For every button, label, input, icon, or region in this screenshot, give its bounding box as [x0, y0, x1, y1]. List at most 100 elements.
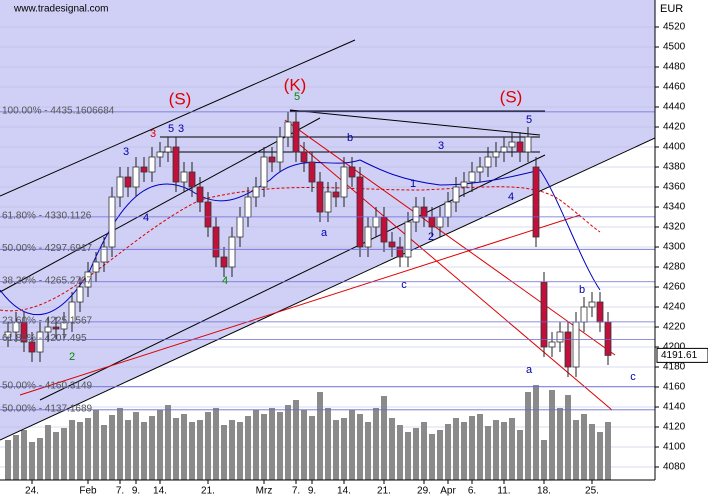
channel-line — [0, 137, 655, 441]
y-tick-label: 4340 — [663, 202, 686, 213]
candle-body — [84, 271, 92, 288]
last-price-box — [656, 347, 708, 363]
candle-body — [44, 326, 52, 333]
y-tick-label: 4080 — [663, 462, 686, 473]
volume-bar — [365, 422, 371, 480]
wave-label: b — [347, 132, 353, 144]
candle-body — [388, 241, 396, 248]
volume-bar — [269, 408, 275, 480]
wave-label: 5 — [526, 114, 532, 126]
y-tick-label: 4200 — [663, 342, 686, 353]
wave-label: 2 — [428, 231, 434, 243]
volume-bar — [541, 440, 547, 480]
volume-bar — [605, 422, 611, 480]
volume-layer — [5, 385, 611, 480]
x-tick-label: 14. — [153, 486, 167, 497]
volume-bar — [357, 414, 363, 480]
volume-bar — [165, 405, 171, 480]
volume-bar — [317, 392, 323, 480]
trend-line — [284, 119, 616, 356]
y-tick-label: 4240 — [663, 302, 686, 313]
volume-bar — [141, 422, 147, 480]
x-tick-label: 14. — [337, 486, 351, 497]
volume-bar — [381, 396, 387, 480]
volume-bar — [413, 428, 419, 480]
candle-body — [332, 191, 340, 198]
volume-bar — [349, 410, 355, 480]
volume-bar — [245, 416, 251, 480]
volume-bar — [29, 442, 35, 480]
candle-body — [324, 191, 332, 213]
candle-body — [244, 196, 252, 218]
volume-bar — [573, 420, 579, 480]
y-tick-label: 4480 — [663, 62, 686, 73]
x-tick-label: 9. — [308, 486, 316, 497]
trend-line — [289, 109, 541, 136]
candle-body — [116, 176, 124, 198]
wave-label: 1 — [410, 178, 416, 190]
y-tick-label: 4420 — [663, 122, 686, 133]
volume-bar — [205, 412, 211, 480]
axis-panel — [655, 0, 708, 500]
x-tick-label: 21. — [201, 486, 215, 497]
candle-body — [132, 166, 140, 188]
wave-label: a — [526, 364, 533, 376]
fib-label: 50.00% - 4160.3149 — [2, 380, 93, 391]
fib-label: 38.20% - 4265.2707 — [2, 275, 93, 286]
volume-bar — [149, 416, 155, 480]
candle-body — [412, 206, 420, 223]
candle-body — [252, 186, 260, 198]
volume-bar — [477, 414, 483, 480]
y-tick-label: 4140 — [663, 402, 686, 413]
candle-body — [468, 171, 476, 183]
volume-bar — [53, 432, 59, 480]
candle-body — [188, 171, 196, 188]
candle-body — [124, 176, 132, 188]
y-tick-label: 4520 — [663, 22, 686, 33]
wave-label: 2 — [69, 351, 75, 363]
volume-bar — [517, 430, 523, 480]
candle-body — [4, 331, 12, 338]
y-tick-label: 4160 — [663, 382, 686, 393]
candle-body — [580, 306, 588, 323]
wave-label: 4 — [222, 275, 228, 287]
fib-label: 61.80% - 4207.495 — [2, 333, 87, 344]
candle-body — [164, 146, 172, 153]
volume-bar — [429, 434, 435, 480]
candle-body — [140, 166, 148, 173]
y-tick-label: 4120 — [663, 422, 686, 433]
volume-bar — [501, 422, 507, 480]
y-tick-label: 4300 — [663, 242, 686, 253]
candle-body — [596, 301, 604, 323]
wave-label: 5 — [294, 91, 300, 103]
candle-body — [36, 331, 44, 353]
channel-line — [39, 154, 546, 401]
candle-body — [444, 201, 452, 218]
candle-body — [284, 121, 292, 138]
volume-bar — [325, 408, 331, 480]
volume-bar — [37, 438, 43, 480]
candle-body — [508, 141, 516, 148]
fib-label: 50.00% - 4297.6917 — [2, 243, 93, 254]
wave-label: a — [321, 227, 328, 239]
candle-body — [564, 331, 572, 368]
wave-label: 5 — [168, 123, 174, 135]
candle-body — [220, 256, 228, 268]
candle-body — [588, 301, 596, 308]
volume-bar — [493, 420, 499, 480]
volume-bar — [469, 416, 475, 480]
candle-body — [532, 166, 540, 238]
volume-bar — [133, 412, 139, 480]
candle-body — [492, 151, 500, 158]
wave-label: c — [401, 279, 407, 291]
fib-label: 100.00% - 4435.1606684 — [2, 105, 115, 116]
wave-label: (S) — [169, 89, 192, 108]
candle-body — [212, 226, 220, 258]
candle-body — [340, 166, 348, 198]
volume-bar — [341, 418, 347, 480]
volume-bar — [437, 430, 443, 480]
y-tick-label: 4220 — [663, 322, 686, 333]
candle-body — [172, 146, 180, 183]
